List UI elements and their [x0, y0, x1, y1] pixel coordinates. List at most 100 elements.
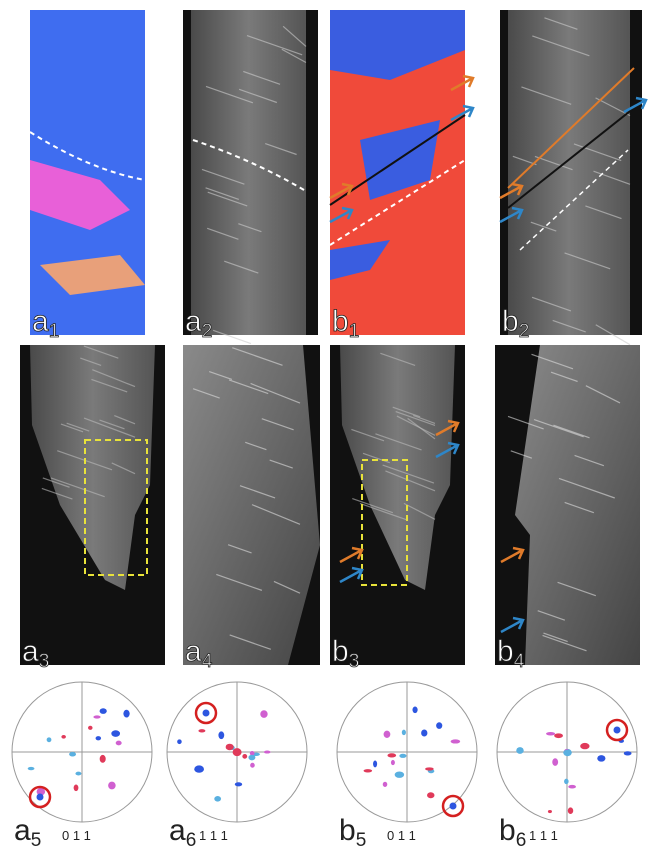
orientation-spot [597, 755, 605, 761]
orientation-spot [399, 754, 406, 758]
orientation-spot [580, 743, 589, 749]
panel-letter: b [499, 814, 516, 847]
micrograph: b3 [330, 345, 465, 672]
orientation-spot [421, 730, 427, 737]
micrograph: b1 [330, 10, 473, 342]
orientation-spot [427, 792, 434, 798]
panel-subscript: 4 [202, 651, 213, 672]
panel-subscript: 3 [349, 651, 360, 672]
orientation-spot [100, 708, 107, 714]
panel-label: b5 [339, 814, 366, 848]
orientation-spot [111, 730, 120, 737]
orientation-spot [177, 739, 182, 744]
orientation-spot [568, 807, 573, 814]
orientation-spot [264, 751, 271, 754]
orientation-spot [37, 794, 44, 801]
panel-label: b6 [499, 814, 526, 848]
orientation-spot [214, 796, 221, 802]
orientation-spot [425, 767, 434, 770]
orientation-spot [384, 731, 391, 738]
sem-image [191, 10, 306, 335]
panel-letter: a [185, 305, 202, 338]
orientation-spot [568, 785, 576, 789]
panel-subscript: 2 [519, 321, 530, 342]
orientation-spot [402, 730, 406, 735]
orientation-spot [554, 733, 563, 738]
orientation-spot [614, 727, 621, 734]
orientation-spot [108, 782, 116, 790]
pole-index: 1 1 1 [529, 828, 558, 843]
orientation-spot [364, 769, 373, 772]
panel-subscript: 6 [186, 830, 197, 848]
orientation-spot [373, 760, 377, 767]
orientation-spot [564, 779, 569, 784]
orientation-spot [383, 782, 388, 787]
panel-subscript: 6 [516, 830, 527, 848]
micrograph: a2 [183, 10, 318, 344]
panel-letter: b [497, 635, 514, 668]
panel-subscript: 5 [356, 830, 367, 848]
panel-letter: a [32, 305, 49, 338]
panel-letter: b [332, 305, 349, 338]
panel-letter: b [339, 814, 356, 847]
orientation-spot [451, 739, 461, 743]
panel-subscript: 4 [514, 651, 525, 672]
panel-letter: a [14, 814, 31, 847]
panel-label: a6 [169, 814, 196, 848]
orientation-spot [75, 772, 81, 776]
specimen [515, 345, 640, 665]
orientation-spot [387, 753, 396, 757]
orientation-spot [100, 755, 106, 763]
orientation-spot [412, 706, 417, 713]
panel-letter: a [185, 635, 202, 668]
orientation-spot [203, 710, 210, 717]
panel-subscript: 1 [349, 321, 360, 342]
panel-label: a5 [14, 814, 41, 848]
orientation-spot [248, 755, 255, 761]
orientation-spot [47, 737, 52, 742]
orientation-spot [516, 747, 523, 754]
orientation-spot [116, 741, 122, 746]
orientation-spot [194, 765, 204, 772]
micrograph: a4 [183, 345, 320, 672]
pole-figure: b5 0 1 1 [337, 682, 477, 848]
panel-subscript: 3 [39, 651, 50, 672]
orientation-spot [250, 763, 255, 768]
panel-letter: a [22, 635, 39, 668]
orientation-spot [88, 726, 93, 730]
orientation-spot [233, 748, 242, 756]
micrograph: b2 [500, 10, 646, 345]
panel-letter: b [332, 635, 349, 668]
micrograph: b4 [495, 345, 640, 672]
panel-letter: a [169, 814, 186, 847]
orientation-spot [96, 736, 101, 740]
orientation-spot [436, 722, 442, 729]
orientation-spot [61, 735, 66, 739]
orientation-spot [74, 785, 79, 792]
orientation-spot [93, 715, 100, 718]
pole-index: 0 1 1 [62, 828, 91, 843]
panel-subscript: 5 [31, 830, 42, 848]
orientation-spot [391, 760, 395, 765]
figure: a1a2b1b2a3a4b3b4a50 1 1a61 1 1b50 1 1b61… [0, 0, 662, 848]
pole-index: 0 1 1 [387, 828, 416, 843]
orientation-spot [218, 731, 224, 739]
micrograph: a3 [20, 345, 165, 672]
orientation-spot [198, 729, 205, 732]
micrograph: a1 [30, 10, 145, 342]
orientation-spot [552, 758, 558, 766]
orientation-spot [548, 810, 552, 813]
orientation-spot [235, 782, 242, 786]
panel-letter: b [502, 305, 519, 338]
orientation-spot [242, 754, 247, 759]
pole-figure: a5 0 1 1 [12, 682, 152, 848]
orientation-spot [69, 752, 76, 757]
pole-index: 1 1 1 [199, 828, 228, 843]
sem-image [508, 10, 630, 335]
panel-subscript: 1 [49, 321, 60, 342]
orientation-spot [450, 803, 457, 810]
orientation-spot [226, 744, 234, 751]
orientation-spot [564, 750, 570, 755]
orientation-spot [624, 751, 632, 755]
